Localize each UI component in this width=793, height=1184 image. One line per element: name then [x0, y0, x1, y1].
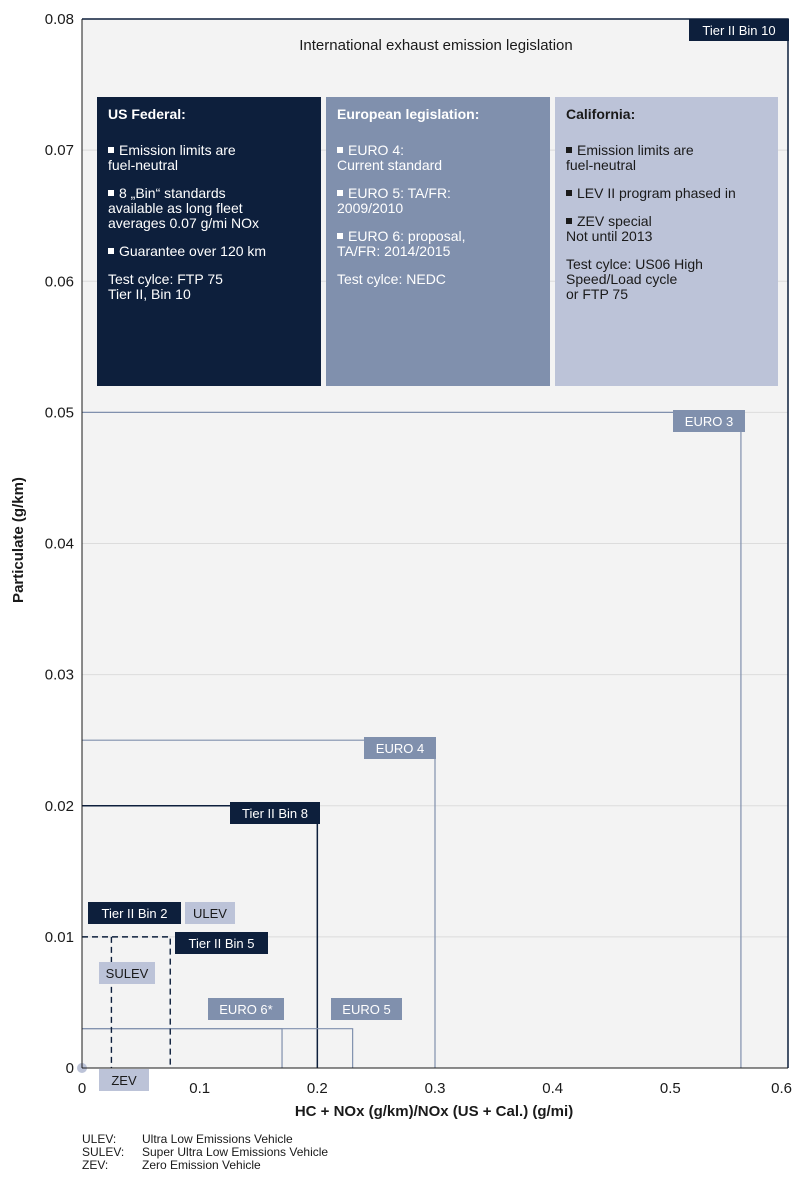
label-text: Tier II Bin 8 — [242, 806, 308, 821]
panel-us-federal: US Federal: Emission limits are fuel-neu… — [97, 97, 321, 386]
limit-labels: Tier II Bin 10 EURO 3 EURO 4 Tier II Bin 8 E… — [88, 19, 789, 1091]
footnote-row: ULEV: Ultra Low Emissions Vehicle — [82, 1132, 293, 1146]
label-box — [673, 410, 745, 432]
label-tier-ii-bin-10: Tier II Bin 10 — [689, 19, 789, 41]
label-euro-6: EURO 6* — [208, 998, 284, 1020]
x-axis-label: HC + NOx (g/km)/NOx (US + Cal.) (g/mi) — [295, 1103, 573, 1120]
label-box — [99, 1069, 149, 1091]
label-text: Tier II Bin 2 — [102, 906, 168, 921]
label-text: EURO 3 — [685, 414, 733, 429]
label-euro-4: EURO 4 — [364, 737, 436, 759]
label-text: ULEV — [193, 906, 227, 921]
label-text: EURO 4 — [376, 741, 424, 756]
panel-item: EURO 4: Current standard — [337, 142, 443, 173]
footnotes: ULEV: Ultra Low Emissions Vehicle SULEV: S… — [82, 1133, 328, 1172]
panel-heading: California: — [566, 106, 636, 122]
y-axis-label: Particulate (g/km) — [10, 477, 27, 603]
label-text: EURO 5 — [342, 1002, 390, 1017]
footnote-row: ZEV: Zero Emission Vehicle — [82, 1158, 261, 1172]
panel-item: Guarantee over 120 km — [108, 244, 311, 259]
panel-heading: US Federal: — [108, 106, 186, 122]
bullet-square-icon — [108, 248, 114, 254]
bullet-square-icon — [337, 233, 343, 239]
y-tick-label: 0 — [66, 1060, 74, 1077]
panel-california: California: Emission limits are fuel-neu… — [555, 97, 778, 386]
bullet-square-icon — [108, 147, 114, 153]
y-tick-label: 0.08 — [45, 11, 74, 28]
panel-item: Emission limits are fuel-neutral — [566, 142, 694, 173]
label-zev: ZEV — [99, 1069, 149, 1091]
chart-title: International exhaust emission legislati… — [299, 37, 573, 54]
footnote-row: SULEV: Super Ultra Low Emissions Vehicle — [82, 1145, 329, 1159]
panel-item: ZEV special Not until 2013 — [566, 213, 653, 244]
y-tick-label: 0.02 — [45, 798, 74, 815]
label-euro-5: EURO 5 — [331, 998, 402, 1020]
label-box — [230, 802, 320, 824]
x-tick-label: 0 — [78, 1080, 86, 1097]
label-sulev: SULEV — [99, 962, 155, 984]
x-tick-label: 0.4 — [542, 1080, 563, 1097]
limit-line-euro-6 — [82, 1028, 283, 1068]
bullet-square-icon — [108, 190, 114, 196]
label-box — [689, 19, 789, 41]
x-tick-label: 0.3 — [425, 1080, 446, 1097]
panel-item: 8 „Bin“ standards available as long flee… — [108, 185, 259, 231]
label-text: Tier II Bin 10 — [702, 23, 775, 38]
y-tick-label: 0.07 — [45, 142, 74, 159]
label-box — [364, 737, 436, 759]
label-ulev: ULEV — [185, 902, 235, 924]
label-text: EURO 6* — [219, 1002, 272, 1017]
label-euro-3: EURO 3 — [673, 410, 745, 432]
bullet-square-icon — [566, 218, 572, 224]
panel-european: European legislation: EURO 4: Current st… — [326, 97, 550, 386]
panel-item: EURO 6: proposal, TA/FR: 2014/2015 — [337, 228, 466, 259]
y-tick-label: 0.01 — [45, 929, 74, 946]
panel-heading: European legislation: — [337, 106, 480, 122]
label-tier-ii-bin-5: Tier II Bin 5 — [175, 932, 268, 954]
panel-item: LEV II program phased in — [566, 186, 768, 201]
bullet-square-icon — [566, 147, 572, 153]
panel-item: EURO 5: TA/FR: 2009/2010 — [337, 185, 451, 216]
x-tick-label: 0.6 — [771, 1080, 792, 1097]
label-text: Tier II Bin 5 — [189, 936, 255, 951]
bullet-square-icon — [337, 147, 343, 153]
y-tick-label: 0.06 — [45, 273, 74, 290]
panel-test-cycle: Test cylce: NEDC — [337, 271, 446, 287]
y-tick-label: 0.03 — [45, 667, 74, 684]
panel-test-cycle: Test cylce: FTP 75 Tier II, Bin 10 — [108, 271, 223, 302]
x-tick-label: 0.5 — [660, 1080, 681, 1097]
bullet-square-icon — [337, 190, 343, 196]
label-box — [185, 902, 235, 924]
panel-test-cycle: Test cylce: US06 High Speed/Load cycle o… — [566, 256, 703, 302]
label-text: ZEV — [111, 1073, 137, 1088]
x-tick-label: 0.1 — [189, 1080, 210, 1097]
label-box — [175, 932, 268, 954]
x-tick-label: 0.2 — [307, 1080, 328, 1097]
label-tier-ii-bin-8: Tier II Bin 8 — [230, 802, 320, 824]
panel-item: Emission limits are fuel-neutral — [108, 142, 236, 173]
limit-line-tier-ii-bin-5 — [82, 936, 171, 1068]
label-box — [331, 998, 402, 1020]
label-box — [208, 998, 284, 1020]
label-text: SULEV — [106, 966, 149, 981]
bullet-square-icon — [566, 190, 572, 196]
y-tick-label: 0.04 — [45, 536, 74, 553]
label-box — [88, 902, 181, 924]
label-tier-ii-bin-2: Tier II Bin 2 — [88, 902, 181, 924]
label-box — [99, 962, 155, 984]
axes: 0 0.01 0.02 0.03 0.04 0.05 0.06 0.07 0.08 0 0.1 0.2… — [45, 11, 792, 1097]
y-tick-label: 0.05 — [45, 404, 74, 421]
